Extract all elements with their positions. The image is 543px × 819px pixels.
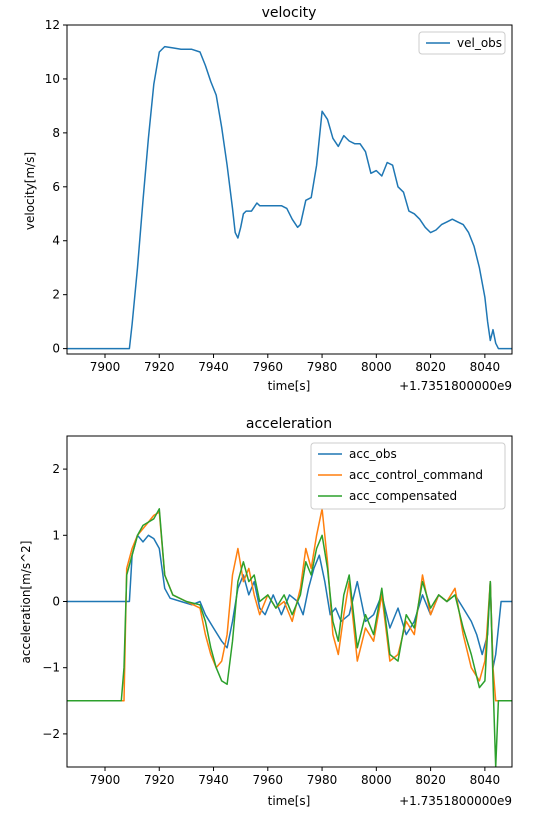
legend-label-vel_obs: vel_obs — [457, 36, 502, 50]
legend-label-acc_compensated: acc_compensated — [349, 489, 457, 503]
x-tick-label: 7920 — [144, 360, 175, 374]
y-tick-label: 2 — [52, 462, 60, 476]
y-tick-label: 2 — [52, 288, 60, 302]
x-tick-label: 8000 — [361, 773, 392, 787]
acceleration-xlabel: time[s] — [268, 794, 311, 808]
legend-label-acc_control_command: acc_control_command — [349, 468, 483, 482]
x-tick-label: 7980 — [307, 773, 338, 787]
x-tick-label: 7960 — [253, 773, 284, 787]
legend-box — [310, 442, 506, 510]
acceleration-plot: acceleration time[s] acceleration[m/s^2]… — [19, 416, 513, 808]
series-line-acc_obs — [67, 534, 512, 669]
y-tick-label: 12 — [45, 18, 60, 32]
velocity-ylabel: velocity[m/s] — [23, 152, 37, 230]
y-tick-label: 4 — [52, 234, 60, 248]
x-tick-label: 7940 — [198, 773, 229, 787]
x-tick-label: 7960 — [253, 360, 284, 374]
x-tick-label: 7940 — [198, 360, 229, 374]
series-line-acc_control_command — [67, 508, 512, 702]
legend-box — [418, 31, 506, 55]
x-tick-label: 8020 — [415, 360, 446, 374]
velocity-offset-label: +1.7351800000e9 — [399, 379, 512, 393]
x-tick-label: 8040 — [470, 773, 501, 787]
y-tick-label: 6 — [52, 180, 60, 194]
x-tick-label: 7900 — [90, 360, 121, 374]
legend: acc_obs acc_control_command acc_compensate… — [310, 442, 506, 510]
series-line-acc_compensated — [67, 508, 512, 767]
x-tick-label: 7980 — [307, 360, 338, 374]
x-tick-label: 8020 — [415, 773, 446, 787]
y-tick-label: 10 — [45, 72, 60, 86]
y-tick-label: 0 — [52, 342, 60, 356]
x-tick-label: 7920 — [144, 773, 175, 787]
acceleration-ylabel: acceleration[m/s^2] — [19, 541, 33, 664]
y-tick-label: −2 — [42, 727, 60, 741]
x-tick-label: 8000 — [361, 360, 392, 374]
legend: vel_obs — [418, 31, 506, 55]
acceleration-title: acceleration — [246, 416, 332, 432]
legend-label-acc_obs: acc_obs — [349, 447, 397, 461]
velocity-xlabel: time[s] — [268, 379, 311, 393]
velocity-plot: velocity time[s] velocity[m/s] +1.735180… — [23, 5, 513, 393]
plot-frame — [66, 24, 513, 355]
x-tick-label: 8040 — [470, 360, 501, 374]
acceleration-offset-label: +1.7351800000e9 — [399, 794, 512, 808]
y-tick-label: −1 — [42, 661, 60, 675]
velocity-title: velocity — [262, 5, 317, 21]
y-tick-label: 0 — [52, 595, 60, 609]
series-line-vel_obs — [67, 45, 512, 350]
y-tick-label: 8 — [52, 126, 60, 140]
y-tick-label: 1 — [52, 528, 60, 542]
x-tick-label: 7900 — [90, 773, 121, 787]
